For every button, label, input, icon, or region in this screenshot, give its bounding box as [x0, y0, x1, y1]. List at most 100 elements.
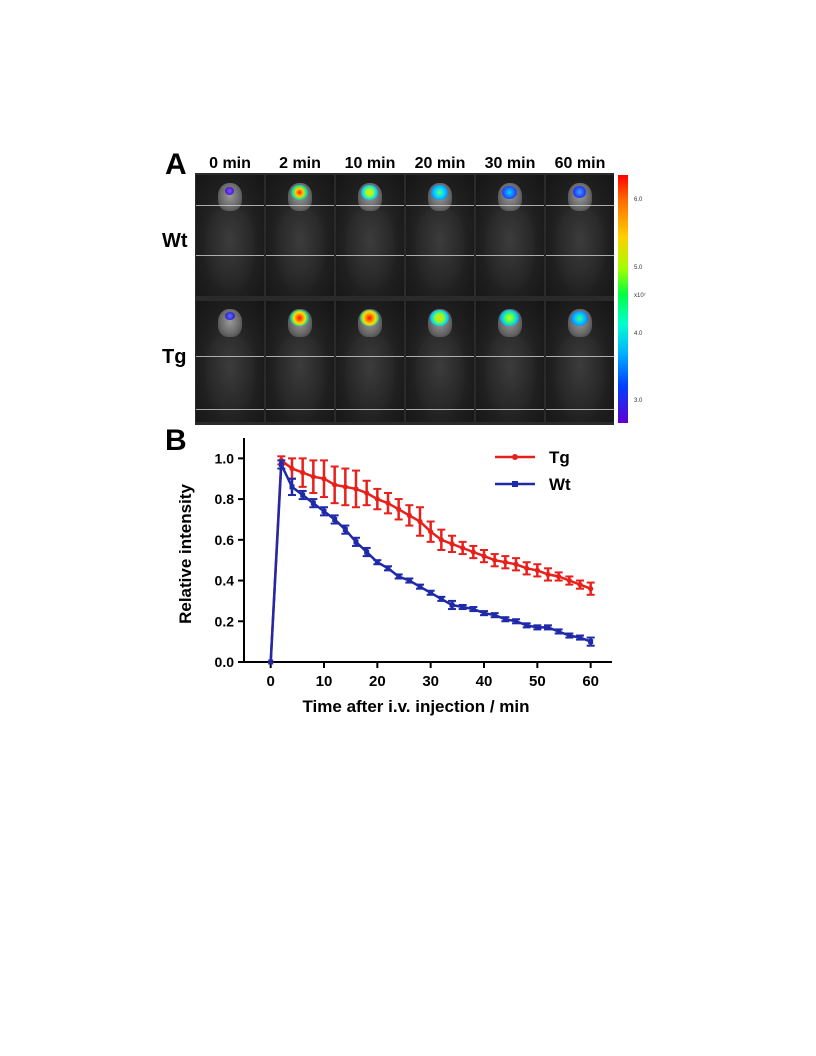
wt-point-26: [545, 624, 551, 630]
wt-point-2: [289, 484, 295, 490]
mouse-image-wt-60min: [546, 175, 614, 296]
tg-point-22: [502, 559, 508, 565]
colorbar-tick-3: 3.0: [634, 398, 643, 404]
mouse-image-wt-2min: [266, 175, 334, 296]
tg-point-4: [310, 474, 316, 480]
wt-point-18: [460, 604, 466, 610]
time-label-1: 2 min: [279, 155, 321, 172]
mouse-image-wt-0min: [196, 175, 264, 296]
wt-point-14: [417, 584, 423, 590]
y-tick-label-0: 0.0: [215, 654, 235, 670]
tg-point-2: [289, 465, 295, 472]
y-tick-label-1: 0.2: [215, 613, 235, 629]
y-tick-label-4: 0.8: [215, 491, 235, 507]
wt-point-1: [278, 461, 284, 467]
time-label-2: 10 min: [344, 155, 396, 172]
wt-point-25: [534, 624, 540, 630]
wt-point-5: [321, 508, 327, 514]
wt-point-0: [268, 659, 274, 665]
tg-point-18: [460, 545, 466, 551]
x-tick-label-6: 60: [582, 673, 599, 690]
bioluminescence-image-grid: [195, 173, 614, 425]
wt-point-9: [364, 549, 370, 555]
wt-point-6: [332, 516, 338, 522]
colorbar-tick-6: 6.0: [634, 197, 643, 203]
relative-intensity-line-chart: 0.0 0.2 0.4 0.6 0.8 1.0 0 10 20 30 40 50 60 Time afte…: [176, 438, 612, 716]
wt-point-24: [524, 622, 530, 628]
tg-point-3: [300, 470, 306, 476]
wt-point-3: [300, 492, 306, 498]
tg-point-23: [513, 561, 519, 567]
tg-point-12: [396, 506, 402, 512]
time-label-5: 60 min: [554, 155, 606, 172]
panel-b-letter: B: [165, 424, 187, 457]
panel-a-letter: A: [165, 148, 187, 181]
tg-point-26: [545, 571, 551, 578]
tg-point-16: [438, 537, 444, 543]
tg-point-27: [556, 573, 562, 580]
wt-point-27: [556, 628, 562, 634]
tg-point-21: [492, 557, 498, 563]
tg-point-25: [534, 567, 540, 573]
wt-point-11: [385, 565, 391, 571]
tg-point-5: [321, 476, 327, 482]
legend-label-tg: Tg: [549, 448, 570, 467]
x-tick-label-3: 30: [422, 673, 439, 690]
x-tick-label-4: 40: [476, 673, 493, 690]
x-tick-label-2: 20: [369, 673, 386, 690]
wt-point-17: [449, 602, 455, 608]
mouse-image-tg-20min: [406, 301, 474, 422]
wt-point-4: [310, 500, 316, 506]
tg-point-17: [449, 541, 455, 547]
wt-point-12: [396, 573, 402, 579]
wt-point-30: [588, 639, 594, 645]
wt-point-29: [577, 635, 583, 641]
tg-point-7: [342, 484, 348, 490]
wt-point-16: [438, 596, 444, 602]
mouse-image-tg-60min: [546, 301, 614, 422]
mouse-image-tg-2min: [266, 301, 334, 422]
row-label-wt: Wt: [162, 230, 188, 252]
tg-point-11: [385, 500, 391, 506]
colorbar-tick-4: 4.0: [634, 331, 643, 337]
tg-point-28: [566, 577, 572, 584]
wt-point-21: [492, 612, 498, 618]
x-tick-label-1: 10: [316, 673, 333, 690]
mouse-image-tg-10min: [336, 301, 404, 422]
mouse-image-wt-20min: [406, 175, 474, 296]
x-tick-label-0: 0: [266, 673, 274, 690]
tg-point-19: [470, 549, 476, 555]
tg-point-15: [428, 529, 434, 535]
y-axis-label: Relative intensity: [176, 484, 195, 624]
tg-point-14: [417, 518, 423, 525]
wt-series-line: [269, 463, 592, 663]
colorbar-unit: x10⁷: [634, 293, 646, 299]
wt-point-15: [428, 590, 434, 596]
tg-point-10: [374, 496, 380, 502]
colorbar-tick-5: 5.0: [634, 265, 643, 271]
tg-point-6: [332, 482, 338, 488]
tg-point-20: [481, 553, 487, 559]
y-tick-label-2: 0.4: [215, 573, 235, 589]
wt-point-7: [342, 527, 348, 533]
wt-point-19: [470, 606, 476, 612]
time-label-4: 30 min: [484, 155, 536, 172]
y-tick-label-5: 1.0: [215, 450, 235, 466]
wt-point-22: [502, 616, 508, 622]
legend-marker-wt: [512, 481, 518, 487]
wt-point-8: [353, 539, 359, 545]
tg-point-30: [588, 586, 594, 592]
tg-point-24: [524, 565, 530, 571]
row-label-tg: Tg: [162, 346, 187, 368]
wt-point-20: [481, 610, 487, 616]
tg-point-13: [406, 512, 412, 518]
legend-label-wt: Wt: [549, 475, 571, 494]
x-tick-label-5: 50: [529, 673, 546, 690]
wt-point-23: [513, 618, 519, 624]
intensity-colorbar: [618, 175, 628, 423]
wt-point-13: [406, 578, 412, 584]
y-tick-label-3: 0.6: [215, 532, 235, 548]
wt-point-10: [374, 559, 380, 565]
mouse-image-tg-30min: [476, 301, 544, 422]
tg-series-line: [269, 457, 592, 663]
